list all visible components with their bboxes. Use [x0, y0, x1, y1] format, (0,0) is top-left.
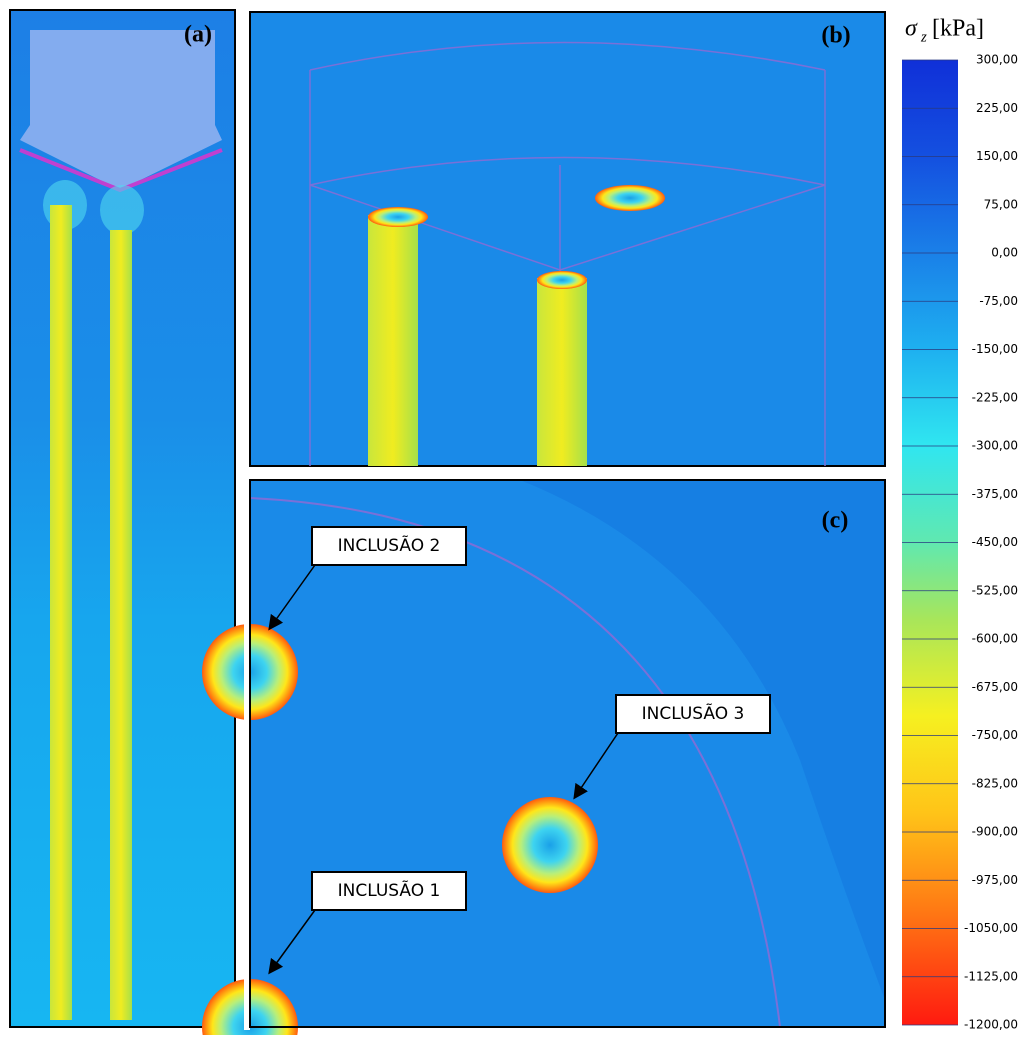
colorbar-tick-label: -75,00 — [979, 294, 1018, 308]
colorbar-tick-label: -225,00 — [972, 390, 1018, 404]
panel-label: (c) — [822, 508, 849, 534]
colorbar-tick-label: 0,00 — [991, 246, 1018, 260]
callout-label: INCLUSÃO 1 — [338, 879, 441, 901]
colorbar-unit: [kPa] — [932, 16, 984, 42]
callout: INCLUSÃO 2 — [268, 526, 467, 631]
colorbar-ticks: 300,00 225,00 150,00 75,00 0,00 -75,00 -150,00… — [902, 53, 1018, 1032]
colorbar-tick-label: 75,00 — [984, 197, 1018, 211]
colorbar-tick-label: -300,00 — [972, 439, 1018, 453]
colorbar-tick-label: -975,00 — [972, 873, 1018, 887]
panel-b — [249, 11, 886, 467]
panel-label: (a) — [184, 22, 212, 48]
colorbar-tick-label: -675,00 — [972, 680, 1018, 694]
colorbar-tick-label: -600,00 — [972, 632, 1018, 646]
colorbar-symbol: σ — [905, 16, 918, 42]
callout-label: INCLUSÃO 3 — [642, 702, 745, 724]
colorbar-tick-label: -1125,00 — [964, 969, 1018, 983]
colorbar-tick-label: 300,00 — [976, 53, 1018, 67]
colorbar-tick-label: -1200,00 — [964, 1018, 1018, 1032]
colorbar-tick-label: -900,00 — [972, 825, 1018, 839]
callout: INCLUSÃO 1 — [268, 871, 467, 975]
callout-label: INCLUSÃO 2 — [338, 534, 441, 556]
colorbar-tick-label: 225,00 — [976, 101, 1018, 115]
panel-c — [202, 479, 886, 1040]
colorbar-tick-label: -825,00 — [972, 776, 1018, 790]
callout: INCLUSÃO 3 — [573, 694, 771, 800]
colorbar-subscript: z — [920, 29, 927, 45]
panel-a — [9, 9, 236, 1028]
colorbar-tick-label: -525,00 — [972, 583, 1018, 597]
colorbar-tick-label: -150,00 — [972, 342, 1018, 356]
colorbar-tick-label: -750,00 — [972, 728, 1018, 742]
colorbar-tick-label: -1050,00 — [964, 921, 1018, 935]
colorbar-tick-label: 150,00 — [976, 149, 1018, 163]
colorbar-tick-label: -375,00 — [972, 487, 1018, 501]
panel-label: (b) — [821, 23, 850, 49]
colorbar-tick-label: -450,00 — [972, 535, 1018, 549]
